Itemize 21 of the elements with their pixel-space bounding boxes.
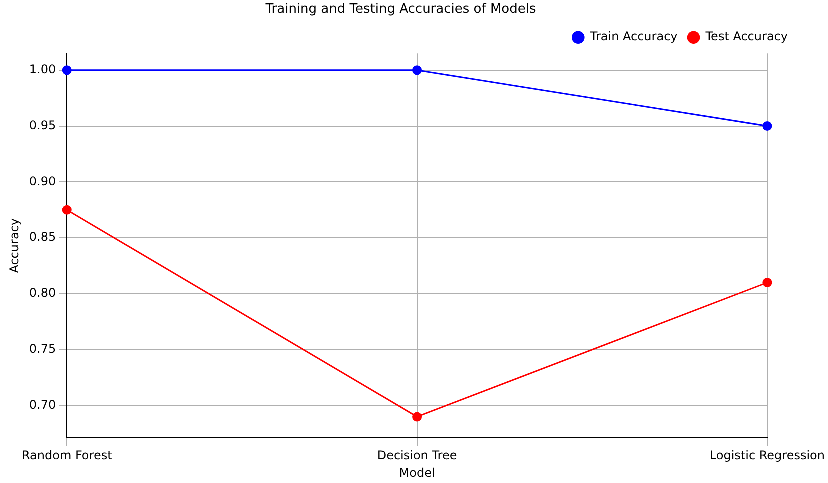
x-tick-label: Decision Tree: [377, 448, 458, 463]
y-tick-label: 0.70: [29, 398, 56, 412]
y-tick-label: 0.75: [29, 342, 56, 356]
y-tick-label: 0.80: [29, 286, 56, 300]
x-tick-label: Random Forest: [22, 448, 113, 463]
point: [62, 66, 72, 76]
point: [762, 278, 772, 288]
legend-label: Train Accuracy: [589, 30, 678, 44]
point: [412, 412, 422, 422]
y-tick-label: 0.85: [29, 230, 56, 244]
y-tick-label: 0.95: [29, 118, 56, 132]
y-tick-label: 1.00: [29, 62, 56, 76]
point: [62, 205, 72, 215]
point: [412, 66, 422, 76]
x-tick-label: Logistic Regression: [710, 448, 825, 463]
point: [762, 122, 772, 132]
legend-label: Test Accuracy: [704, 30, 788, 44]
chart-title: Training and Testing Accuracies of Models: [264, 2, 536, 18]
y-axis-title: Accuracy: [7, 218, 22, 274]
x-axis-title: Model: [399, 466, 436, 480]
y-tick-label: 0.90: [29, 174, 56, 188]
